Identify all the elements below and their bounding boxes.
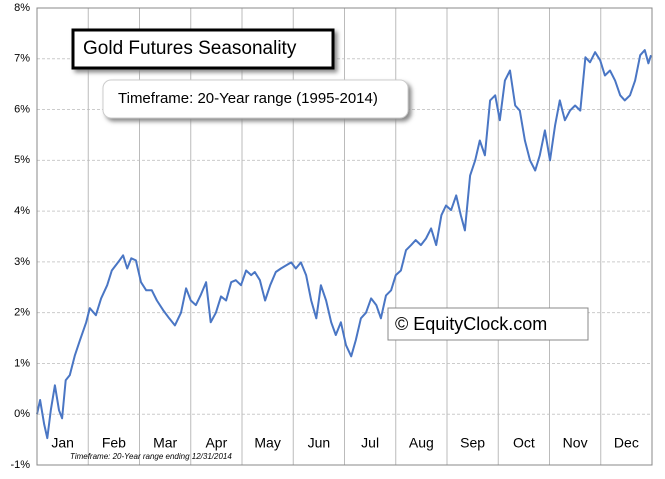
y-tick-label: 8% <box>14 2 30 14</box>
subtitle-box <box>102 79 409 119</box>
x-tick-label: Apr <box>205 435 227 451</box>
y-tick-label: 5% <box>14 154 30 166</box>
watermark: © EquityClock.com <box>395 314 547 334</box>
y-tick-label: 3% <box>14 256 30 268</box>
x-tick-label: Oct <box>513 435 535 451</box>
x-tick-label: Jun <box>308 435 331 451</box>
y-tick-label: 6% <box>14 103 30 115</box>
chart-title: Gold Futures Seasonality <box>83 38 297 59</box>
y-tick-label: 1% <box>14 357 30 369</box>
y-tick-label: 2% <box>14 307 30 319</box>
plot <box>36 49 652 440</box>
x-tick-label: Dec <box>614 435 639 451</box>
chart-subtitle: Timeframe: 20-Year range (1995-2014) <box>118 90 378 107</box>
x-tick-label: Sep <box>460 435 485 451</box>
title-box <box>71 28 335 70</box>
y-tick-label: 7% <box>14 53 30 65</box>
plot-frame <box>36 7 653 466</box>
x-tick-label: Jan <box>51 435 74 451</box>
y-tick-label: -1% <box>10 459 30 471</box>
x-tick-label: Mar <box>153 435 177 451</box>
x-tick-label: Nov <box>563 435 588 451</box>
x-tick-label: May <box>254 435 280 451</box>
x-tick-label: Jul <box>361 435 379 451</box>
series-line <box>36 49 652 440</box>
x-tick-label: Feb <box>102 435 126 451</box>
footnote: Timeframe: 20-Year range ending 12/31/20… <box>70 452 232 461</box>
y-tick-label: 0% <box>14 408 30 420</box>
watermark-box <box>387 307 589 341</box>
y-tick-label: 4% <box>14 205 30 217</box>
x-tick-label: Aug <box>409 435 434 451</box>
